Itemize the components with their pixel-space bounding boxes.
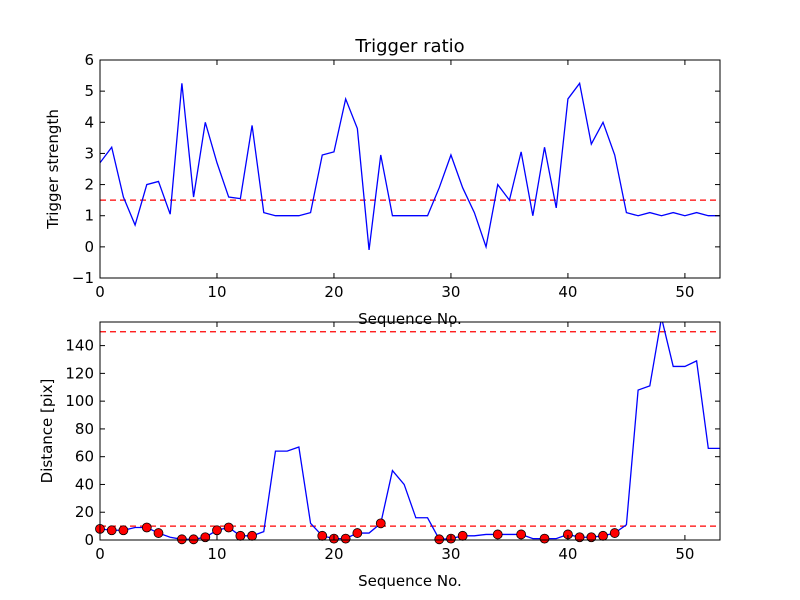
y-tick-label: 0: [84, 531, 94, 549]
y-tick-label: 40: [75, 475, 94, 493]
data-point-marker: [235, 530, 246, 541]
data-point-marker: [574, 532, 585, 543]
data-point-marker: [188, 534, 199, 545]
distance-chart: 0 10 20 30 40 50 0 20 40 60 80 100 120 140 Sequence …: [38, 321, 721, 590]
y-tick-label: 20: [75, 503, 94, 521]
y-tick-label: 1: [84, 207, 94, 225]
y-axis-ticks: −1 0 1 2 3 4 5 6: [72, 51, 720, 287]
data-point-marker: [212, 525, 222, 536]
plot-area-frame: [99, 59, 721, 279]
threshold-lines: [100, 331, 720, 527]
data-point-marker: [340, 533, 351, 544]
x-axis-label: Sequence No.: [358, 572, 462, 590]
data-point-marker: [317, 530, 328, 541]
y-axis-label: Trigger strength: [44, 109, 62, 230]
data-point-marker: [586, 532, 597, 543]
y-tick-label: 140: [65, 337, 94, 355]
y-tick-label: 4: [84, 113, 94, 131]
data-point-marker: [492, 529, 503, 540]
data-point-marker: [539, 533, 550, 544]
y-tick-label: 2: [84, 176, 94, 194]
data-point-marker: [118, 525, 129, 536]
x-tick-label: 0: [95, 545, 105, 563]
y-axis-ticks: 0 20 40 60 80 100 120 140: [65, 337, 720, 549]
data-point-marker: [352, 528, 363, 538]
data-point-marker: [106, 525, 117, 536]
y-axis-label: Distance [pix]: [38, 379, 56, 484]
x-tick-label: 30: [441, 545, 460, 563]
trigger-strength-series-line: [100, 81, 720, 251]
data-point-marker: [434, 534, 445, 545]
data-point-marker: [516, 529, 527, 540]
x-tick-label: 30: [441, 283, 460, 301]
x-tick-label: 10: [207, 283, 226, 301]
y-tick-label: 3: [84, 144, 94, 162]
data-point-marker: [141, 522, 152, 533]
y-tick-label: 60: [75, 448, 94, 466]
data-point-marker: [598, 530, 608, 541]
y-tick-label: 80: [75, 420, 94, 438]
x-tick-label: 50: [675, 545, 694, 563]
y-tick-label: 0: [84, 238, 94, 256]
x-tick-label: 20: [324, 283, 343, 301]
x-axis-label: Sequence No.: [358, 310, 462, 328]
x-tick-label: 10: [207, 545, 226, 563]
y-tick-label: 5: [84, 82, 94, 100]
x-tick-label: 40: [558, 283, 577, 301]
data-point-marker: [457, 530, 468, 541]
distance-markers: [95, 518, 620, 545]
y-tick-label: 120: [65, 364, 94, 382]
x-tick-label: 40: [558, 545, 577, 563]
y-tick-label: 6: [84, 51, 94, 69]
chart-title: Trigger ratio: [354, 36, 464, 57]
data-point-marker: [223, 522, 234, 533]
data-point-marker: [609, 528, 620, 538]
x-tick-label: 20: [324, 545, 343, 563]
data-point-marker: [153, 528, 164, 538]
x-axis-ticks: 0 10 20 30 40 50: [95, 322, 694, 563]
y-tick-label: −1: [72, 269, 94, 287]
plot-area-frame: [99, 321, 721, 541]
y-tick-label: 100: [65, 392, 94, 410]
data-point-marker: [200, 532, 211, 543]
data-point-marker: [176, 534, 187, 545]
data-point-marker: [375, 518, 386, 529]
x-axis-ticks: 0 10 20 30 40 50: [95, 60, 694, 301]
x-tick-label: 0: [95, 283, 105, 301]
data-point-marker: [247, 530, 257, 541]
x-tick-label: 50: [675, 283, 694, 301]
